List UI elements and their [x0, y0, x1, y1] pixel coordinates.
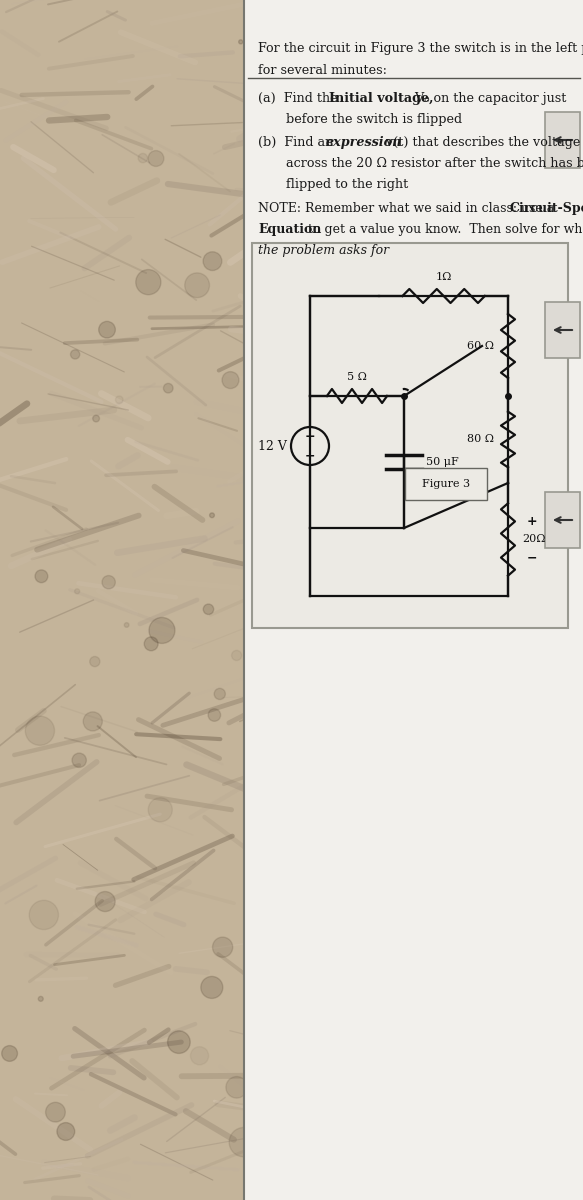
- Bar: [0, 0, 244, 1200]
- Text: flipped to the right: flipped to the right: [258, 178, 408, 191]
- Bar: [545, 112, 580, 168]
- Text: before the switch is flipped: before the switch is flipped: [258, 113, 462, 126]
- Text: 1Ω: 1Ω: [436, 272, 452, 282]
- Text: v(t) that describes the voltage: v(t) that describes the voltage: [382, 136, 580, 149]
- Bar: [545, 492, 580, 548]
- Text: 60 Ω: 60 Ω: [467, 341, 494, 350]
- Text: Equation: Equation: [258, 223, 321, 236]
- Text: Figure 3: Figure 3: [422, 479, 470, 490]
- Circle shape: [201, 977, 223, 998]
- Circle shape: [57, 1122, 75, 1140]
- Text: 50 μF: 50 μF: [426, 457, 459, 467]
- Circle shape: [93, 415, 100, 422]
- Circle shape: [222, 372, 239, 389]
- Circle shape: [231, 650, 242, 660]
- Circle shape: [136, 270, 161, 295]
- Circle shape: [75, 589, 80, 594]
- Text: +: +: [526, 515, 538, 528]
- Circle shape: [238, 40, 243, 44]
- Circle shape: [115, 396, 123, 403]
- Text: to get a value you know.  Then solve for whatever else: to get a value you know. Then solve for …: [304, 223, 583, 236]
- Text: the problem asks for: the problem asks for: [258, 244, 389, 257]
- Circle shape: [25, 716, 54, 745]
- Text: Initial voltage,: Initial voltage,: [329, 92, 434, 104]
- Text: across the 20 Ω resistor after the switch has been: across the 20 Ω resistor after the switc…: [258, 157, 583, 170]
- Text: 12 V: 12 V: [258, 439, 287, 452]
- Circle shape: [203, 604, 214, 614]
- Text: V₀ on the capacitor just: V₀ on the capacitor just: [411, 92, 566, 104]
- Circle shape: [29, 900, 58, 930]
- Text: 80 Ω: 80 Ω: [467, 434, 494, 444]
- Circle shape: [45, 1103, 65, 1122]
- Circle shape: [102, 576, 115, 589]
- Circle shape: [167, 1031, 190, 1054]
- Bar: [545, 302, 580, 358]
- Circle shape: [210, 512, 215, 517]
- Circle shape: [138, 154, 147, 163]
- Circle shape: [83, 712, 102, 731]
- Circle shape: [148, 798, 173, 822]
- Circle shape: [214, 689, 226, 700]
- Text: +: +: [305, 430, 315, 443]
- Text: 20Ω: 20Ω: [522, 534, 546, 545]
- Text: expression: expression: [326, 136, 402, 149]
- Circle shape: [191, 1046, 209, 1064]
- Circle shape: [185, 272, 209, 298]
- Circle shape: [2, 1045, 17, 1061]
- Circle shape: [149, 618, 175, 643]
- Circle shape: [163, 383, 173, 392]
- Text: −: −: [305, 449, 315, 462]
- Circle shape: [35, 570, 48, 583]
- Text: For the circuit in Figure 3 the switch is in the left position: For the circuit in Figure 3 the switch i…: [258, 42, 583, 55]
- Circle shape: [38, 996, 43, 1001]
- Bar: [244, 0, 583, 1200]
- Text: (b)  Find an: (b) Find an: [258, 136, 337, 149]
- Circle shape: [208, 709, 220, 721]
- Circle shape: [213, 937, 233, 958]
- Circle shape: [90, 656, 100, 667]
- Circle shape: [229, 1128, 258, 1157]
- FancyBboxPatch shape: [405, 468, 487, 500]
- Circle shape: [226, 1076, 247, 1098]
- Text: 5 Ω: 5 Ω: [347, 372, 367, 382]
- Text: (a)  Find the: (a) Find the: [258, 92, 342, 104]
- Text: Circuit-Specific: Circuit-Specific: [510, 202, 583, 215]
- Circle shape: [71, 349, 80, 359]
- Circle shape: [148, 150, 164, 167]
- Circle shape: [95, 892, 115, 912]
- Text: −: −: [527, 551, 538, 564]
- Circle shape: [203, 252, 222, 270]
- Bar: [252, 242, 568, 628]
- Circle shape: [99, 322, 115, 338]
- Circle shape: [72, 754, 86, 767]
- Text: for several minutes:: for several minutes:: [258, 64, 387, 77]
- Circle shape: [144, 637, 158, 650]
- Text: NOTE: Remember what we said in class: use a: NOTE: Remember what we said in class: us…: [258, 202, 559, 215]
- Circle shape: [124, 623, 129, 628]
